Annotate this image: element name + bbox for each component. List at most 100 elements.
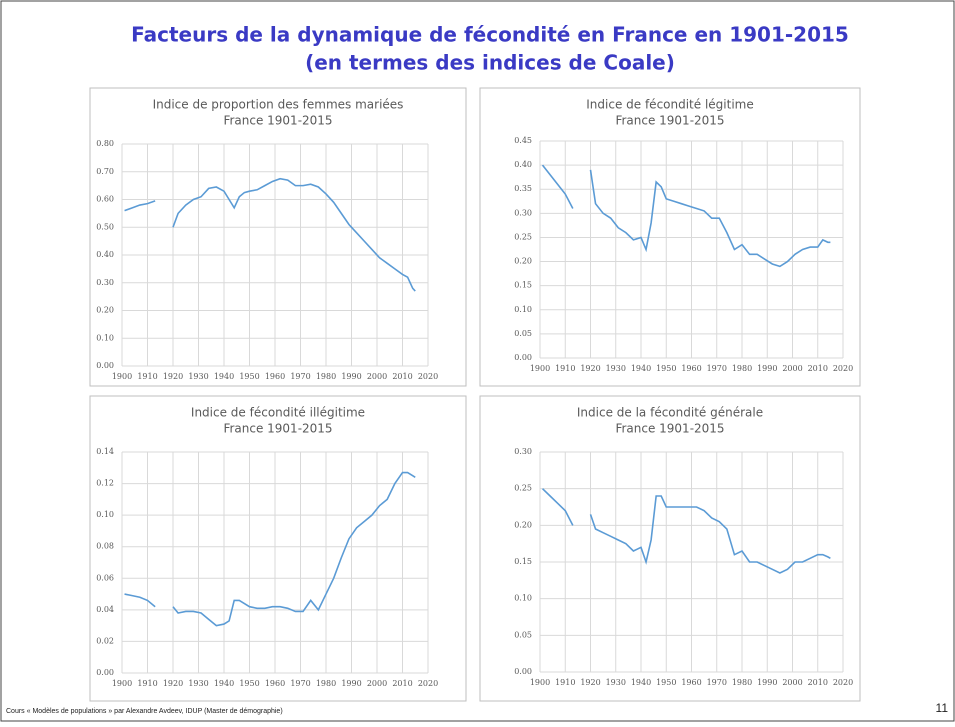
x-tick-label: 1920 xyxy=(163,679,183,688)
x-tick-label: 2000 xyxy=(782,364,802,373)
y-tick-label: 0.40 xyxy=(514,160,532,169)
x-tick-label: 1950 xyxy=(239,372,259,381)
y-tick-label: 0.35 xyxy=(514,184,532,193)
y-tick-label: 0.04 xyxy=(96,605,114,614)
data-line xyxy=(124,177,416,292)
x-tick-label: 2020 xyxy=(418,372,438,381)
x-tick-label: 1940 xyxy=(214,679,234,688)
chart-frame xyxy=(89,395,467,702)
chart-title: Indice de fécondité légitime xyxy=(586,98,754,112)
y-tick-label: 0.40 xyxy=(96,250,114,259)
x-tick-label: 1960 xyxy=(681,678,701,687)
chart-title: Indice de proportion des femmes mariées xyxy=(153,98,404,112)
y-tick-label: 0.08 xyxy=(96,542,114,551)
x-tick-label: 1970 xyxy=(707,364,727,373)
data-line xyxy=(541,488,831,574)
y-tick-label: 0.20 xyxy=(514,520,532,529)
chart-frame xyxy=(479,395,861,702)
chart-frame xyxy=(89,87,467,387)
y-tick-label: 0.30 xyxy=(514,208,532,217)
y-tick-label: 0.02 xyxy=(96,636,114,645)
data-line xyxy=(541,164,831,268)
y-tick-label: 0.25 xyxy=(514,232,532,241)
x-tick-label: 1950 xyxy=(656,364,676,373)
x-tick-label: 2010 xyxy=(808,364,828,373)
data-line xyxy=(124,471,416,627)
x-tick-label: 1990 xyxy=(757,364,777,373)
y-tick-label: 0.10 xyxy=(96,333,114,342)
x-tick-label: 1920 xyxy=(580,364,600,373)
chart-title: Indice de la fécondité générale xyxy=(577,406,763,420)
x-tick-label: 1990 xyxy=(341,679,361,688)
x-tick-label: 1980 xyxy=(732,678,752,687)
x-tick-label: 2010 xyxy=(392,372,412,381)
y-tick-label: 0.14 xyxy=(96,447,114,456)
chart-title: Indice de fécondité illégitime xyxy=(191,406,365,420)
page-number: 11 xyxy=(936,701,949,715)
x-tick-label: 1960 xyxy=(265,679,285,688)
footer: Cours « Modèles de populations » par Ale… xyxy=(6,708,283,715)
y-tick-label: 0.20 xyxy=(514,257,532,266)
y-tick-label: 0.10 xyxy=(514,305,532,314)
chart-subtitle: France 1901-2015 xyxy=(223,114,332,128)
x-tick-label: 2010 xyxy=(808,678,828,687)
x-tick-label: 1930 xyxy=(188,372,208,381)
x-tick-label: 1980 xyxy=(316,372,336,381)
y-tick-label: 0.50 xyxy=(96,222,114,231)
x-tick-label: 1930 xyxy=(606,678,626,687)
y-tick-label: 0.00 xyxy=(514,353,532,362)
chart-subtitle: France 1901-2015 xyxy=(615,114,724,128)
y-tick-label: 0.15 xyxy=(514,557,532,566)
x-tick-label: 2020 xyxy=(833,678,853,687)
y-tick-label: 0.10 xyxy=(514,594,532,603)
x-tick-label: 1910 xyxy=(137,372,157,381)
x-tick-label: 1950 xyxy=(656,678,676,687)
x-tick-label: 1990 xyxy=(757,678,777,687)
x-tick-label: 2000 xyxy=(367,372,387,381)
x-tick-label: 1980 xyxy=(732,364,752,373)
x-tick-label: 2020 xyxy=(833,364,853,373)
x-tick-label: 1900 xyxy=(112,679,132,688)
x-tick-label: 1990 xyxy=(341,372,361,381)
y-tick-label: 0.00 xyxy=(96,668,114,677)
x-tick-label: 1970 xyxy=(290,372,310,381)
x-tick-label: 1940 xyxy=(631,364,651,373)
x-tick-label: 2000 xyxy=(782,678,802,687)
y-tick-label: 0.00 xyxy=(96,361,114,370)
y-tick-label: 0.06 xyxy=(96,573,114,582)
x-tick-label: 1910 xyxy=(137,679,157,688)
slide-title: Facteurs de la dynamique de fécondité en… xyxy=(131,23,849,47)
x-tick-label: 1950 xyxy=(239,679,259,688)
x-tick-label: 1940 xyxy=(631,678,651,687)
chart-subtitle: France 1901-2015 xyxy=(223,422,332,436)
x-tick-label: 1930 xyxy=(606,364,626,373)
x-tick-label: 1980 xyxy=(316,679,336,688)
x-tick-label: 1940 xyxy=(214,372,234,381)
y-tick-label: 0.00 xyxy=(514,667,532,676)
y-tick-label: 0.45 xyxy=(514,136,532,145)
y-tick-label: 0.15 xyxy=(514,281,532,290)
x-tick-label: 1920 xyxy=(580,678,600,687)
x-tick-label: 1930 xyxy=(188,679,208,688)
x-tick-label: 1960 xyxy=(681,364,701,373)
x-tick-label: 1910 xyxy=(555,678,575,687)
y-tick-label: 0.60 xyxy=(96,195,114,204)
y-tick-label: 0.30 xyxy=(514,447,532,456)
x-tick-label: 2000 xyxy=(367,679,387,688)
x-tick-label: 1970 xyxy=(707,678,727,687)
x-tick-label: 2020 xyxy=(418,679,438,688)
x-tick-label: 1970 xyxy=(290,679,310,688)
y-tick-label: 0.25 xyxy=(514,484,532,493)
y-tick-label: 0.80 xyxy=(96,139,114,148)
y-tick-label: 0.70 xyxy=(96,167,114,176)
chart-subtitle: France 1901-2015 xyxy=(615,422,724,436)
x-tick-label: 1920 xyxy=(163,372,183,381)
x-tick-label: 2010 xyxy=(392,679,412,688)
y-tick-label: 0.30 xyxy=(96,278,114,287)
y-tick-label: 0.10 xyxy=(96,510,114,519)
slide-title: (en termes des indices de Coale) xyxy=(305,51,675,75)
x-tick-label: 1960 xyxy=(265,372,285,381)
